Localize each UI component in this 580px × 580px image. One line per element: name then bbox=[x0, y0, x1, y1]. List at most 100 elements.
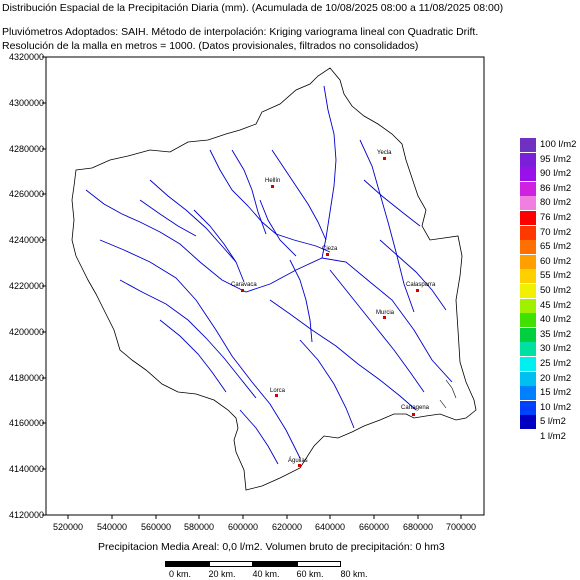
legend-label: 45 l/m2 bbox=[540, 299, 572, 311]
legend-swatch bbox=[520, 181, 536, 196]
map-title: Distribución Espacial de la Precipitació… bbox=[2, 2, 504, 14]
x-tick-label: 540000 bbox=[96, 522, 128, 532]
y-tick-label: 4140000 bbox=[8, 464, 44, 474]
legend-swatch bbox=[520, 284, 536, 298]
x-tick-label: 560000 bbox=[140, 522, 172, 532]
city-label-calasparra: Calasparra bbox=[406, 282, 436, 288]
legend-row: 65 l/m2 bbox=[520, 240, 580, 255]
legend-row: 25 l/m2 bbox=[520, 357, 580, 371]
legend-row: 70 l/m2 bbox=[520, 225, 580, 240]
y-tick-label: 4120000 bbox=[8, 510, 44, 520]
legend-label: 35 l/m2 bbox=[540, 328, 572, 340]
legend-row: 10 l/m2 bbox=[520, 400, 580, 415]
legend-label: 80 l/m2 bbox=[540, 197, 572, 209]
legend-swatch bbox=[520, 167, 536, 182]
legend-swatch bbox=[520, 254, 536, 269]
city-label-murcia: Murcia bbox=[376, 310, 395, 316]
legend-swatch bbox=[520, 386, 536, 401]
legend-label: 5 l/m2 bbox=[540, 416, 566, 428]
x-tick-label: 520000 bbox=[52, 522, 84, 532]
legend-swatch bbox=[520, 269, 536, 284]
city-marker bbox=[275, 394, 278, 397]
scale-label: 40 km. bbox=[252, 569, 280, 579]
legend-swatch bbox=[520, 313, 536, 328]
y-tick-label: 4200000 bbox=[8, 327, 44, 337]
legend-swatch bbox=[520, 152, 536, 167]
legend-row: 35 l/m2 bbox=[520, 327, 580, 342]
legend-row: 30 l/m2 bbox=[520, 342, 580, 357]
x-tick-label: 580000 bbox=[183, 522, 215, 532]
scale-bar-segment bbox=[253, 561, 297, 567]
legend-row: 45 l/m2 bbox=[520, 298, 580, 313]
legend-swatch bbox=[520, 327, 536, 342]
legend-swatch bbox=[520, 400, 536, 415]
x-tick-marks bbox=[67, 515, 462, 519]
areal-precipitation-text: Precipitacion Media Areal: 0,0 l/m2. Vol… bbox=[98, 541, 445, 553]
legend-label: 40 l/m2 bbox=[540, 314, 572, 326]
legend-label: 30 l/m2 bbox=[540, 343, 572, 355]
city-label-lorca: Lorca bbox=[270, 388, 286, 394]
city-label-yecla: Yecla bbox=[377, 150, 392, 156]
city-marker bbox=[383, 316, 386, 319]
legend-label: 25 l/m2 bbox=[540, 358, 572, 369]
city-label-cieza: Cieza bbox=[322, 246, 338, 252]
scale-bar-segment bbox=[297, 561, 341, 567]
legend-row: 86 l/m2 bbox=[520, 181, 580, 196]
legend-label: 15 l/m2 bbox=[540, 387, 572, 399]
y-tick-label: 4240000 bbox=[8, 235, 44, 245]
river-network bbox=[85, 85, 453, 465]
scale-label: 80 km. bbox=[340, 569, 368, 579]
legend-swatch bbox=[520, 298, 536, 313]
legend-row: 100 l/m2 bbox=[520, 138, 580, 152]
legend-row: 1 l/m2 bbox=[520, 430, 580, 444]
legend-row: 40 l/m2 bbox=[520, 313, 580, 328]
legend-row: 60 l/m2 bbox=[520, 254, 580, 269]
legend-label: 95 l/m2 bbox=[540, 153, 572, 165]
legend-label: 76 l/m2 bbox=[540, 212, 572, 223]
legend-swatch bbox=[520, 342, 536, 357]
y-tick-marks bbox=[42, 56, 46, 516]
city-label-hellin: Hellín bbox=[265, 178, 281, 184]
city-marker bbox=[241, 289, 244, 292]
city-marker bbox=[298, 464, 301, 467]
coastal-features bbox=[439, 379, 457, 409]
legend-row: 55 l/m2 bbox=[520, 269, 580, 284]
legend-label: 90 l/m2 bbox=[540, 168, 572, 180]
method-line: Pluviómetros Adoptados: SAIH. Método de … bbox=[2, 26, 479, 38]
city-marker bbox=[412, 413, 415, 416]
legend-row: 50 l/m2 bbox=[520, 284, 580, 298]
legend-label: 20 l/m2 bbox=[540, 372, 572, 384]
legend-label: 1 l/m2 bbox=[540, 431, 566, 442]
legend-swatch bbox=[520, 371, 536, 386]
y-tick-label: 4300000 bbox=[8, 98, 44, 108]
y-tick-label: 4260000 bbox=[8, 189, 44, 199]
legend-row: 90 l/m2 bbox=[520, 167, 580, 182]
x-tick-label: 700000 bbox=[445, 522, 477, 532]
legend-row: 76 l/m2 bbox=[520, 211, 580, 225]
legend-label: 55 l/m2 bbox=[540, 270, 572, 282]
legend-row: 15 l/m2 bbox=[520, 386, 580, 401]
city-label-aguilas: Águilas bbox=[288, 458, 308, 464]
x-tick-label: 620000 bbox=[271, 522, 303, 532]
y-tick-label: 4180000 bbox=[8, 373, 44, 383]
legend-label: 70 l/m2 bbox=[540, 226, 572, 238]
legend-swatch bbox=[520, 240, 536, 255]
x-tick-label: 660000 bbox=[358, 522, 390, 532]
y-tick-label: 4220000 bbox=[8, 281, 44, 291]
scale-bar-segment bbox=[165, 561, 209, 567]
scale-label: 20 km. bbox=[208, 569, 236, 579]
city-marker bbox=[383, 157, 386, 160]
scale-label: 60 km. bbox=[296, 569, 324, 579]
legend-swatch bbox=[520, 196, 536, 211]
city-marker bbox=[271, 185, 274, 188]
legend-swatch bbox=[520, 225, 536, 240]
legend-row: 80 l/m2 bbox=[520, 196, 580, 211]
legend-swatch bbox=[520, 357, 536, 371]
legend-row: 20 l/m2 bbox=[520, 371, 580, 386]
legend-label: 100 l/m2 bbox=[540, 139, 577, 150]
legend-label: 60 l/m2 bbox=[540, 255, 572, 267]
city-label-caravaca: Caravaca bbox=[231, 282, 257, 288]
y-tick-label: 4280000 bbox=[8, 144, 44, 154]
x-tick-label: 600000 bbox=[227, 522, 259, 532]
resolution-line: Resolución de la malla en metros = 1000.… bbox=[2, 40, 419, 52]
